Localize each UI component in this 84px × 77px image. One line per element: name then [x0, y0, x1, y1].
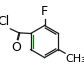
Text: O: O	[12, 41, 22, 54]
Text: F: F	[41, 5, 48, 18]
Text: CH₃: CH₃	[66, 54, 84, 64]
Text: Cl: Cl	[0, 15, 10, 28]
